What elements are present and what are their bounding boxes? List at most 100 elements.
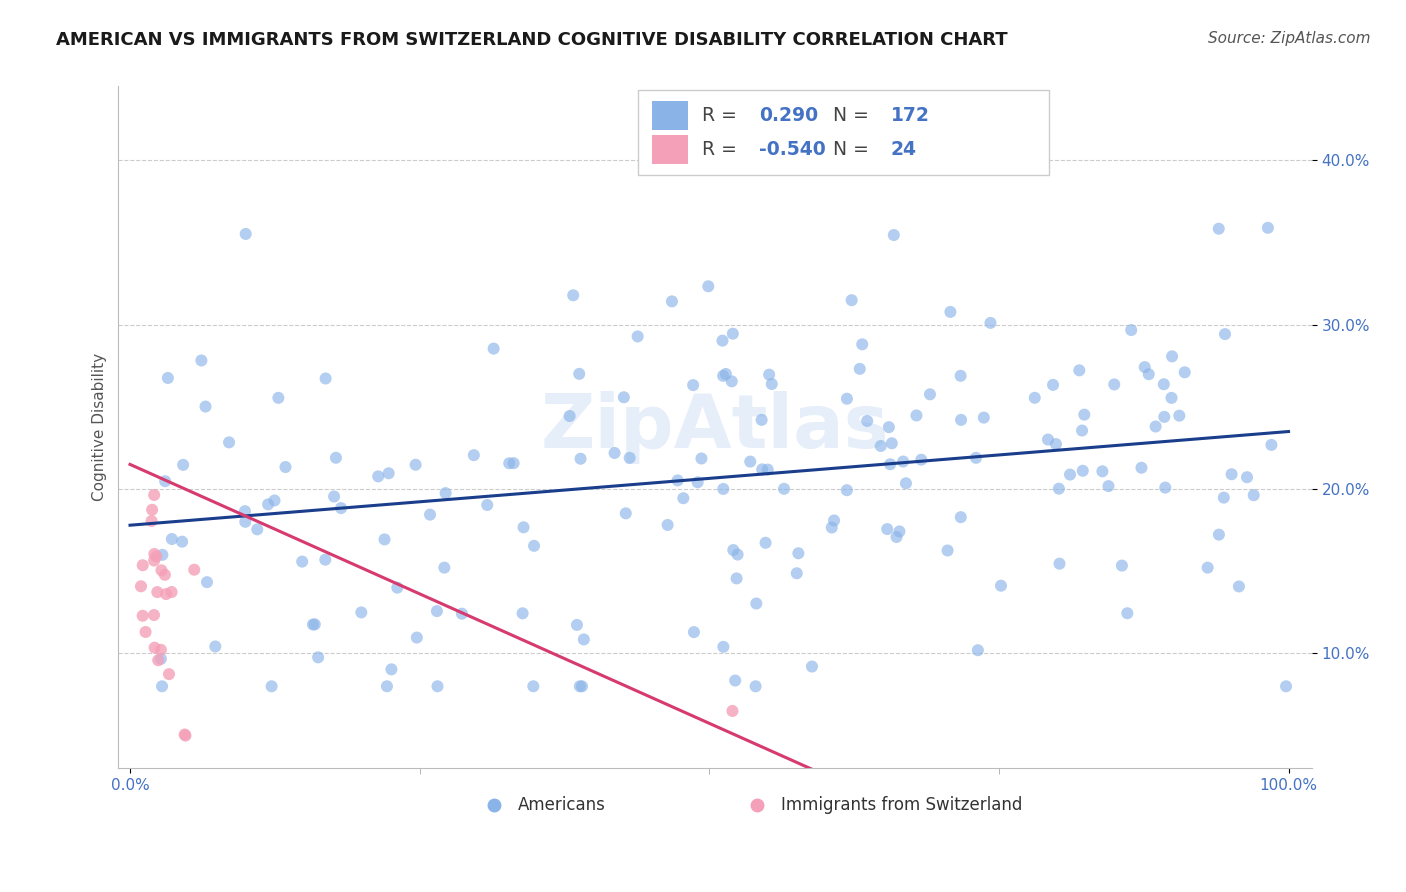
- Point: [889, 524, 911, 539]
- Point: [727, 548, 749, 562]
- Point: [1036, 433, 1059, 447]
- Point: [380, 662, 402, 676]
- Point: [141, 514, 163, 528]
- FancyBboxPatch shape: [652, 102, 688, 130]
- Point: [1213, 327, 1236, 342]
- Point: [851, 337, 873, 351]
- Point: [905, 409, 928, 423]
- Point: [1220, 467, 1243, 482]
- Point: [1160, 391, 1182, 405]
- Point: [426, 604, 449, 618]
- Point: [502, 456, 524, 470]
- Point: [291, 555, 314, 569]
- Point: [1045, 437, 1067, 451]
- Point: [523, 539, 546, 553]
- Point: [990, 579, 1012, 593]
- Point: [724, 673, 747, 688]
- Point: [603, 446, 626, 460]
- Text: R =: R =: [702, 106, 742, 125]
- FancyBboxPatch shape: [637, 90, 1049, 175]
- Point: [886, 530, 908, 544]
- Point: [562, 288, 585, 302]
- Point: [263, 493, 285, 508]
- Point: [153, 567, 176, 582]
- Point: [131, 608, 153, 623]
- Point: [879, 457, 901, 471]
- Point: [512, 520, 534, 534]
- Point: [463, 448, 485, 462]
- Point: [434, 486, 457, 500]
- Point: [880, 436, 903, 450]
- Point: [149, 652, 172, 666]
- Text: ZipAtlas: ZipAtlas: [541, 391, 889, 464]
- Point: [302, 617, 325, 632]
- Point: [419, 508, 441, 522]
- Point: [1111, 558, 1133, 573]
- Point: [451, 607, 474, 621]
- Point: [672, 491, 695, 506]
- Point: [1130, 460, 1153, 475]
- Point: [754, 536, 776, 550]
- Point: [979, 316, 1001, 330]
- Point: [869, 439, 891, 453]
- Point: [426, 679, 449, 693]
- Point: [257, 497, 280, 511]
- Point: [375, 679, 398, 693]
- Text: Americans: Americans: [519, 797, 606, 814]
- Point: [148, 653, 170, 667]
- Point: [721, 326, 744, 341]
- Point: [894, 476, 917, 491]
- Point: [150, 563, 173, 577]
- Point: [711, 334, 734, 348]
- Point: [1227, 579, 1250, 593]
- Point: [761, 377, 783, 392]
- Point: [721, 704, 744, 718]
- Point: [233, 515, 256, 529]
- Point: [614, 506, 637, 520]
- Point: [477, 498, 499, 512]
- Point: [174, 729, 197, 743]
- Point: [821, 520, 844, 534]
- Point: [146, 585, 169, 599]
- Point: [172, 458, 194, 472]
- Point: [711, 640, 734, 654]
- Point: [160, 585, 183, 599]
- Point: [387, 581, 409, 595]
- Point: [1059, 467, 1081, 482]
- Point: [150, 548, 173, 562]
- Point: [307, 650, 329, 665]
- Point: [1116, 606, 1139, 620]
- Point: [143, 640, 166, 655]
- Point: [498, 456, 520, 470]
- Point: [172, 534, 194, 549]
- Point: [1104, 377, 1126, 392]
- Point: [1071, 424, 1094, 438]
- Point: [666, 474, 689, 488]
- Point: [613, 390, 636, 404]
- Point: [661, 294, 683, 309]
- Point: [143, 488, 166, 502]
- Point: [565, 618, 588, 632]
- Point: [758, 368, 780, 382]
- Point: [714, 367, 737, 381]
- Point: [823, 513, 845, 527]
- Text: N =: N =: [834, 106, 875, 125]
- Point: [711, 368, 734, 383]
- Point: [1257, 220, 1279, 235]
- Point: [1168, 409, 1191, 423]
- Point: [756, 462, 779, 476]
- Point: [204, 640, 226, 654]
- Point: [190, 353, 212, 368]
- Text: N =: N =: [834, 140, 875, 160]
- Point: [315, 371, 337, 385]
- Point: [160, 532, 183, 546]
- Point: [1024, 391, 1046, 405]
- Point: [751, 462, 773, 476]
- Point: [405, 631, 427, 645]
- Point: [950, 413, 973, 427]
- Point: [939, 305, 962, 319]
- Point: [150, 679, 173, 693]
- Point: [1133, 360, 1156, 375]
- Point: [751, 413, 773, 427]
- Point: [918, 387, 941, 401]
